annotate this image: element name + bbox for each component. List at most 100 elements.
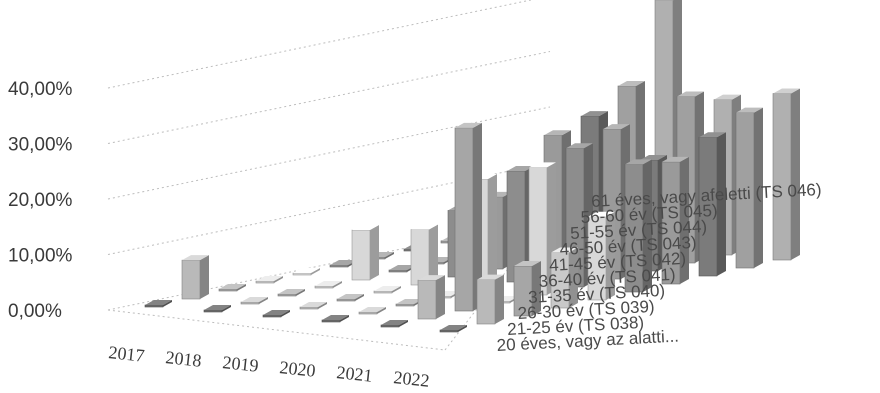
bar-front [314, 285, 334, 289]
bar [454, 122, 482, 312]
bar-top [625, 159, 652, 165]
bar-side [429, 224, 438, 285]
bar-top [337, 294, 364, 299]
bar [255, 276, 283, 284]
bar-top [581, 111, 608, 117]
x-category-label: 2022 [393, 367, 431, 391]
bar-top [588, 211, 615, 217]
bar-side [399, 320, 408, 327]
x-category-label: 2021 [336, 362, 374, 386]
bar-front [218, 288, 238, 292]
bar [624, 159, 652, 293]
bar-top [544, 130, 571, 136]
bar-top [714, 94, 741, 100]
x-category-label: 2019 [222, 352, 260, 376]
y-tick-label: 40,00% [8, 79, 73, 100]
bar-side [370, 225, 379, 280]
bar-front [395, 303, 415, 307]
bar-side [296, 289, 305, 296]
bar [218, 284, 246, 292]
bar-front [240, 301, 260, 305]
bar-front [358, 311, 378, 315]
bar-top [278, 289, 305, 294]
bar-top [389, 265, 416, 270]
bar-side [436, 275, 445, 319]
bar-top [477, 274, 504, 280]
bar-top [241, 297, 268, 302]
bar-top [352, 225, 379, 231]
bar-front [476, 279, 496, 325]
bar-top [263, 310, 290, 315]
bar-side [274, 276, 283, 283]
bar-side [754, 107, 763, 268]
bar-top [204, 305, 231, 310]
floor-front-edge [107, 309, 446, 351]
bar-front [144, 304, 164, 308]
bar [410, 224, 438, 286]
bar-front [277, 293, 297, 297]
bar-front [351, 229, 371, 281]
gridline [107, 0, 534, 89]
bar [476, 274, 504, 325]
bar-top [300, 302, 327, 307]
x-category-label: 2017 [108, 342, 146, 366]
bar-top [411, 224, 438, 230]
bar-side [237, 284, 246, 291]
bar [772, 88, 800, 261]
bar [513, 261, 541, 317]
bar [181, 255, 209, 300]
gridline [107, 51, 551, 144]
bar-top [396, 299, 423, 304]
bar-top [514, 261, 541, 267]
bar-front [203, 309, 223, 313]
bar-front [388, 269, 408, 273]
bar-side [791, 88, 800, 260]
series-axis-labels: 20 éves, vagy az alatti...21-25 év (TS 0… [496, 180, 822, 355]
bar [373, 286, 401, 294]
bar-side [385, 252, 394, 259]
bar-top [182, 255, 209, 261]
bar [314, 281, 342, 289]
bar-top [551, 247, 578, 253]
bar [336, 294, 364, 302]
bar-side [569, 247, 578, 308]
y-tick-label: 20,00% [8, 190, 73, 211]
y-tick-label: 30,00% [8, 135, 73, 156]
bar-side [200, 255, 209, 299]
bar-side [717, 132, 726, 276]
bar-front [321, 319, 341, 323]
bar-top [330, 260, 357, 265]
bar-top [219, 284, 246, 289]
bar-side [163, 300, 172, 307]
bar [439, 325, 467, 333]
bar-front [417, 279, 437, 320]
bar [299, 302, 327, 310]
bar-top [418, 275, 445, 281]
x-category-label: 2020 [279, 357, 317, 381]
bar-top [455, 122, 482, 128]
bar [292, 268, 320, 276]
bar-front [262, 314, 282, 318]
bar-side [318, 302, 327, 309]
bar-top [440, 325, 467, 330]
bar-side [222, 305, 231, 312]
bar [277, 289, 305, 297]
bar-front [373, 290, 393, 294]
bar-side [473, 122, 482, 311]
bar-top [374, 286, 401, 291]
bar-side [392, 286, 401, 293]
x-category-label: 2018 [165, 347, 203, 371]
bar [661, 156, 689, 285]
bar-side [340, 315, 349, 322]
bar-front [772, 93, 792, 261]
bar-front [454, 127, 474, 312]
bar-side [495, 274, 504, 324]
bar-top [677, 91, 704, 97]
bar-front [255, 280, 275, 284]
bar-side [281, 310, 290, 317]
bar-side [532, 261, 541, 316]
bar-top [529, 162, 556, 168]
bar-side [259, 297, 268, 304]
bar [417, 275, 445, 320]
